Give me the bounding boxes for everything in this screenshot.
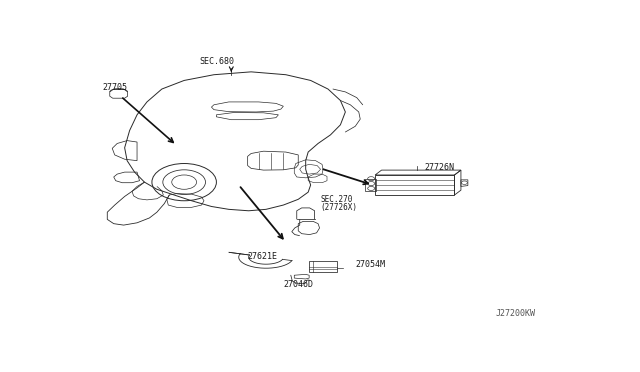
Text: SEC.680: SEC.680 xyxy=(199,57,234,66)
Text: 27726N: 27726N xyxy=(425,163,454,172)
Text: J27200KW: J27200KW xyxy=(495,309,536,318)
Text: 27705: 27705 xyxy=(102,83,127,92)
Text: 27046D: 27046D xyxy=(284,280,314,289)
Text: 27621E: 27621E xyxy=(248,252,278,261)
Text: SEC.270: SEC.270 xyxy=(321,195,353,203)
Text: (27726X): (27726X) xyxy=(321,203,358,212)
Text: 27054M: 27054M xyxy=(355,260,385,269)
